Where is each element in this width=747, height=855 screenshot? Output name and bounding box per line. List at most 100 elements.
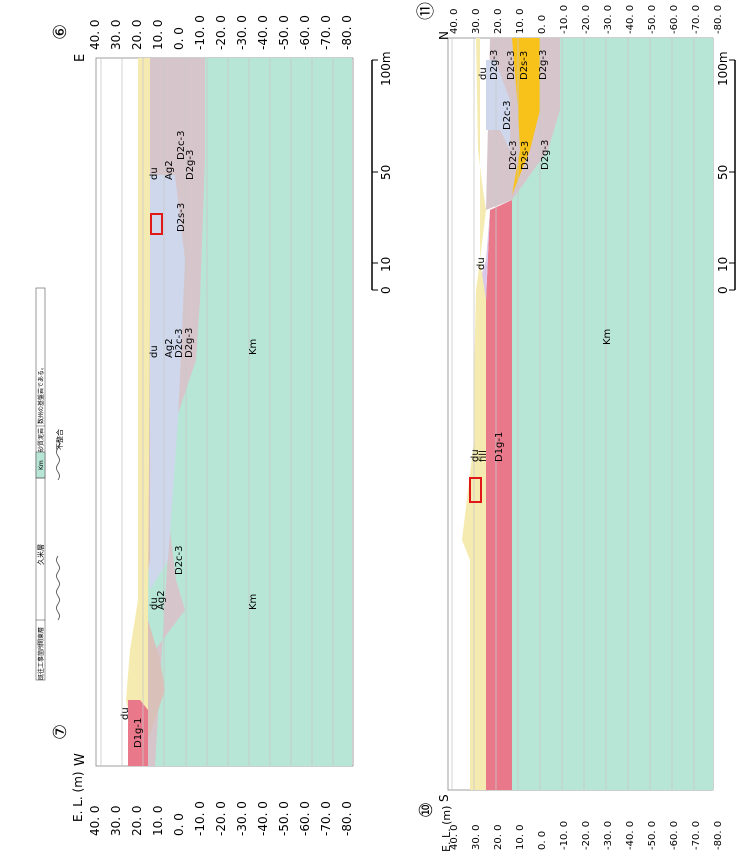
bottom-rtick-30: 30. 0 — [471, 9, 482, 34]
bottom-tick-m70: -70. 0 — [691, 821, 702, 850]
top-tick-m40: -40. 0 — [256, 801, 270, 836]
bottom-tick-m60: -60. 0 — [669, 821, 680, 850]
legend-unconformity-line — [56, 555, 60, 621]
top-rtick-40: 40. 0 — [88, 19, 102, 50]
bottom-label-d2s3-1: D2s-3 — [520, 141, 531, 170]
bottom-axis-ticks: 40. 0 30. 0 20. 0 10. 0 0. 0 -10. 0 -20.… — [449, 821, 724, 850]
top-rtick-m20: -20. 0 — [214, 15, 228, 50]
top-scale-0: 0 — [379, 286, 393, 294]
bottom-rtick-m30: -30. 0 — [603, 5, 614, 34]
bottom-label-km: Km — [602, 329, 613, 345]
bottom-tick-10: 10. 0 — [515, 825, 526, 850]
bottom-red-marker — [469, 477, 482, 503]
top-label-d2g3-1: D2g-3 — [184, 328, 195, 358]
legend-unconformity: 不整合 — [55, 429, 64, 450]
bottom-left-dir: S — [437, 794, 451, 802]
top-label-d2c3-2: D2c-3 — [174, 328, 185, 358]
top-rtick-m80: -80. 0 — [340, 15, 354, 50]
top-label-ag2-1: Ag2 — [156, 590, 167, 610]
top-label-du3: du — [149, 345, 160, 358]
bottom-tick-0: 0. 0 — [537, 831, 548, 850]
top-label-ag2-3: Ag2 — [164, 160, 175, 180]
top-label-d2g3-2: D2g-3 — [185, 150, 196, 180]
bottom-d2c3-layer — [486, 60, 510, 150]
bottom-label-du1: du — [470, 449, 481, 462]
bottom-d2s3-layer — [512, 38, 540, 195]
bottom-tick-40: 40. 0 — [449, 825, 460, 850]
top-rtick-0: 0. 0 — [172, 27, 186, 50]
bottom-scale-50: 50 — [716, 165, 730, 180]
bottom-label-d2c3-3: D2c-3 — [506, 50, 517, 80]
top-rtick-m40: -40. 0 — [256, 15, 270, 50]
top-left-dir: W — [73, 753, 88, 766]
bottom-label-d2g3-3: D2g-3 — [538, 50, 549, 80]
bottom-right-dir: N — [437, 31, 451, 40]
top-label-du2: du — [149, 597, 160, 610]
top-scale-10: 10 — [379, 257, 393, 272]
bottom-tick-m40: -40. 0 — [625, 821, 636, 850]
bottom-rtick-m10: -10. 0 — [559, 5, 570, 34]
top-tick-20: 20. 0 — [130, 805, 144, 836]
top-tick-30: 30. 0 — [109, 805, 123, 836]
bottom-rtick-m80: -80. 0 — [713, 5, 724, 34]
bottom-grid — [451, 38, 695, 790]
top-tick-m20: -20. 0 — [214, 801, 228, 836]
top-tick-m70: -70. 0 — [319, 801, 333, 836]
top-rtick-m10: -10. 0 — [193, 15, 207, 50]
section-bottom: ⑩ ⑪ S N E. L. (m) 40. 0 30. 0 20. 0 10. … — [416, 2, 736, 852]
bottom-scale-0: 0 — [716, 286, 730, 294]
top-label-d2c3-3: D2c-3 — [176, 130, 187, 160]
bottom-label-d2c3-1: D2c-3 — [508, 140, 519, 170]
top-axis-ticks-right: 40. 0 30. 0 20. 0 10. 0 0. 0 -10. 0 -20.… — [88, 15, 354, 50]
bottom-scale-bar: 0 10 50 100m — [716, 51, 736, 294]
bottom-tick-m80: -80. 0 — [713, 821, 724, 850]
top-rtick-20: 20. 0 — [130, 19, 144, 50]
top-rtick-m60: -60. 0 — [298, 15, 312, 50]
bottom-label-d1g1: D1g-1 — [494, 432, 505, 462]
top-label-d2c3-1: D2c-3 — [174, 545, 185, 575]
bottom-tick-30: 30. 0 — [471, 825, 482, 850]
bottom-label-d2c3-2: D2c-3 — [502, 100, 513, 130]
legend-unconformity-line-2 — [56, 439, 60, 481]
bottom-label-d2g3-1: D2g-3 — [540, 140, 551, 170]
bottom-axis-ticks-right: 40. 0 30. 0 20. 0 10. 0 0. 0 -10. 0 -20.… — [449, 5, 724, 34]
top-label-km1: Km — [248, 594, 259, 610]
section-top: ⑦ ⑥ W E E. L. (m) 40. 0 30. 0 20. 0 10. … — [50, 15, 393, 836]
top-grid — [100, 58, 334, 766]
top-left-marker: ⑦ — [50, 724, 71, 740]
top-scale-bar: 0 10 50 100m — [371, 51, 393, 294]
bottom-d1g1-layer — [486, 200, 512, 790]
bottom-scale-10: 10 — [716, 257, 730, 272]
legend-frame — [35, 287, 46, 681]
top-rtick-30: 30. 0 — [109, 19, 123, 50]
bottom-rtick-10: 10. 0 — [515, 9, 526, 34]
top-scale-100: 100m — [379, 51, 393, 86]
top-label-km2: Km — [248, 339, 259, 355]
bottom-layer-labels: du fill D1g-1 du Km D2c-3 D2s-3 D2g-3 du… — [470, 50, 613, 462]
legend-sand-mud: 砂質泥岩 — [37, 428, 45, 452]
top-label-ag2-2: Ag2 — [164, 338, 175, 358]
bottom-label-d2g3-2: D2g-3 — [489, 50, 500, 80]
top-tick-10: 10. 0 — [151, 805, 165, 836]
bottom-tick-m30: -30. 0 — [603, 821, 614, 850]
bottom-label-du2: du — [476, 257, 487, 270]
bottom-rtick-m40: -40. 0 — [625, 5, 636, 34]
top-tick-m10: -10. 0 — [193, 801, 207, 836]
legend-cell1: 既往工事箇所 — [37, 644, 45, 680]
top-tick-40: 40. 0 — [88, 805, 102, 836]
bottom-rtick-m60: -60. 0 — [669, 5, 680, 34]
bottom-tick-20: 20. 0 — [493, 825, 504, 850]
top-red-marker — [150, 213, 163, 235]
legend-km: Km — [38, 460, 45, 470]
top-d2c3-layer — [148, 175, 185, 590]
top-axis-ticks: 40. 0 30. 0 20. 0 10. 0 0. 0 -10. 0 -20.… — [88, 801, 354, 836]
top-label-du4: du — [149, 167, 160, 180]
top-scale-50: 50 — [379, 165, 393, 180]
bottom-right-marker: ⑪ — [416, 2, 437, 20]
legend-note: 数州の基盤岩である。 — [37, 364, 45, 424]
legend: 既往工事箇所 関東層 久米層 Km 砂質泥岩 数州の基盤岩である。 不整合 — [35, 287, 64, 681]
top-du-layer — [126, 58, 150, 766]
bottom-tick-m50: -50. 0 — [647, 821, 658, 850]
top-layer-labels: D1g-1 du du Ag2 D2c-3 Km du Ag2 D2c-3 D2… — [120, 130, 259, 748]
top-rtick-m70: -70. 0 — [319, 15, 333, 50]
